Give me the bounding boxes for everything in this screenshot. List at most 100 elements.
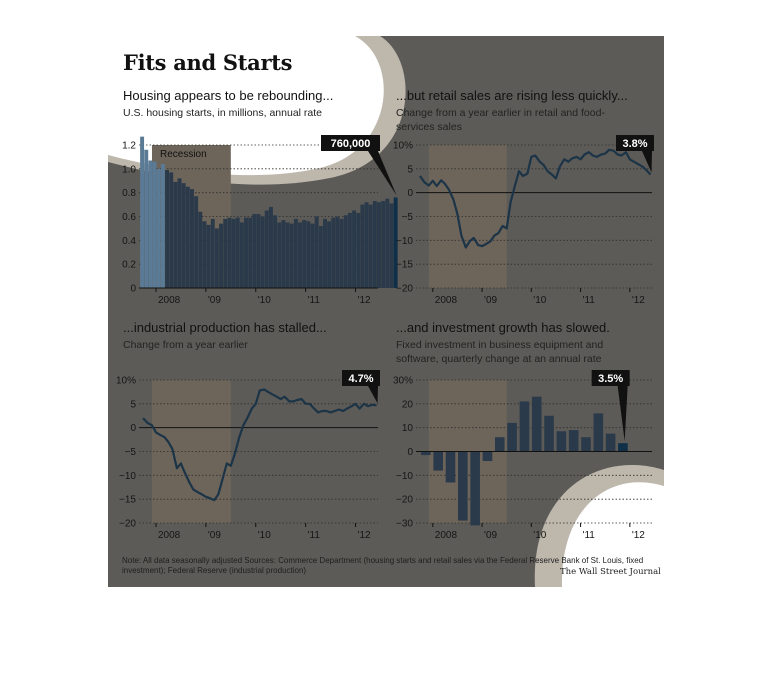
investment-bar (544, 415, 554, 452)
housing-bar (177, 178, 182, 288)
housing-bar (339, 218, 344, 288)
housing-ytick-label: 1.2 (122, 141, 136, 152)
housing-bar (356, 212, 361, 288)
housing-bar (352, 210, 357, 288)
housing-bar (385, 198, 390, 288)
housing-bar (327, 221, 332, 288)
housing-bar (260, 216, 265, 288)
investment-bar (433, 451, 444, 471)
housing-bar (223, 218, 228, 288)
investment-bar (445, 451, 456, 483)
investment-ytick-label: −30 (396, 519, 413, 530)
housing-bar (252, 214, 257, 288)
housing-bar (347, 212, 352, 288)
investment-bar (593, 413, 604, 452)
housing-bar (364, 202, 369, 288)
investment-bar (618, 443, 628, 452)
housing-bar (144, 149, 149, 288)
housing-bar (273, 215, 278, 288)
housing-bar (219, 223, 224, 288)
investment-ytick-label: 30% (393, 376, 413, 387)
industrial-ytick-label: −20 (119, 519, 136, 530)
investment-xtick-label: '09 (484, 530, 497, 541)
housing-xtick-label: '12 (358, 295, 371, 306)
housing-callout-label: 760,000 (331, 138, 371, 150)
investment-xtick-label: 2008 (435, 530, 458, 541)
retail-ytick-label: −15 (396, 260, 413, 271)
industrial-xtick-label: '12 (358, 530, 371, 541)
investment-callout-label: 3.5% (598, 373, 623, 385)
housing-bar (173, 181, 178, 288)
housing-bar (323, 218, 327, 288)
investment-ytick-label: −20 (396, 495, 413, 506)
swoosh-top-inner (108, 36, 384, 176)
retail-callout-label: 3.8% (622, 138, 647, 150)
housing-bar (256, 214, 261, 288)
housing-bar (181, 183, 186, 288)
housing-bar (372, 201, 377, 288)
investment-bar (531, 396, 542, 452)
investment-bar (421, 451, 431, 456)
retail-callout-box (616, 135, 654, 151)
housing-bar (152, 161, 157, 288)
housing-bar (190, 189, 194, 288)
housing-bar (318, 226, 323, 288)
industrial-ytick-label: 0 (130, 423, 136, 434)
housing-bar (343, 215, 348, 288)
investment-ytick-label: −10 (396, 471, 413, 482)
retail-series-line (419, 148, 652, 249)
housing-ytick-label: 0.6 (122, 212, 136, 223)
housing-bar (194, 196, 199, 288)
housing-bar (248, 217, 253, 288)
industrial-series-line (142, 388, 377, 502)
industrial-chart: 10% 5 0 −5 −10 −15 −20 2008 '09 '10 '11 '12 4.7% (116, 370, 380, 541)
investment-xtick-label: '11 (583, 530, 596, 541)
housing-bar (298, 222, 303, 288)
housing-bar (148, 160, 153, 288)
retail-ytick-label: −20 (396, 284, 413, 295)
housing-callout-pointer (368, 151, 397, 196)
housing-xtick-label: '11 (308, 295, 321, 306)
housing-bar (268, 206, 273, 288)
industrial-ytick-label: 10% (116, 376, 136, 387)
housing-bar (231, 218, 236, 288)
investment-subtitle: Fixed investment in business equipment a… (396, 339, 604, 365)
housing-bar (140, 136, 145, 288)
housing-subtitle: U.S. housing starts, in millions, annual… (123, 107, 323, 119)
housing-ytick-label: 0.2 (122, 260, 136, 271)
retail-xtick-label: 2008 (435, 295, 458, 306)
housing-bar (214, 228, 219, 288)
housing-callout-box (321, 135, 380, 151)
retail-ytick-label: −10 (396, 236, 413, 247)
housing-bar (293, 218, 298, 288)
housing-bar (202, 221, 207, 288)
industrial-xtick-label: '11 (308, 530, 321, 541)
investment-bar (605, 433, 616, 452)
housing-ytick-label: 0 (130, 284, 136, 295)
industrial-subtitle: Change from a year earlier (123, 339, 248, 351)
retail-ytick-label: −5 (402, 212, 414, 223)
housing-bar (285, 222, 290, 288)
industrial-ytick-label: −5 (125, 447, 137, 458)
housing-bar (206, 224, 211, 288)
housing-bar (165, 170, 170, 288)
housing-bar (244, 217, 248, 288)
housing-bar (331, 217, 336, 288)
industrial-xtick-label: '10 (258, 530, 271, 541)
housing-bar (310, 223, 315, 288)
housing-bar (289, 223, 294, 288)
investment-ytick-label: 10 (402, 423, 414, 434)
investment-bar (470, 451, 480, 526)
housing-bar (227, 217, 232, 288)
housing-bar (210, 218, 215, 288)
charts-layer: 1.2 1.0 0.8 0.6 0.4 0.2 0 2008 '09 '10 '11 '12 760,0… (116, 135, 654, 541)
investment-title: ...and investment growth has slowed. (396, 320, 610, 335)
retail-ytick-label: 10% (393, 141, 413, 152)
investment-callout-box (591, 370, 630, 386)
industrial-title: ...industrial production has stalled... (123, 320, 327, 335)
housing-bar (198, 211, 203, 288)
investment-bar (519, 401, 530, 452)
investment-bar (568, 430, 579, 452)
housing-bar (239, 222, 244, 288)
